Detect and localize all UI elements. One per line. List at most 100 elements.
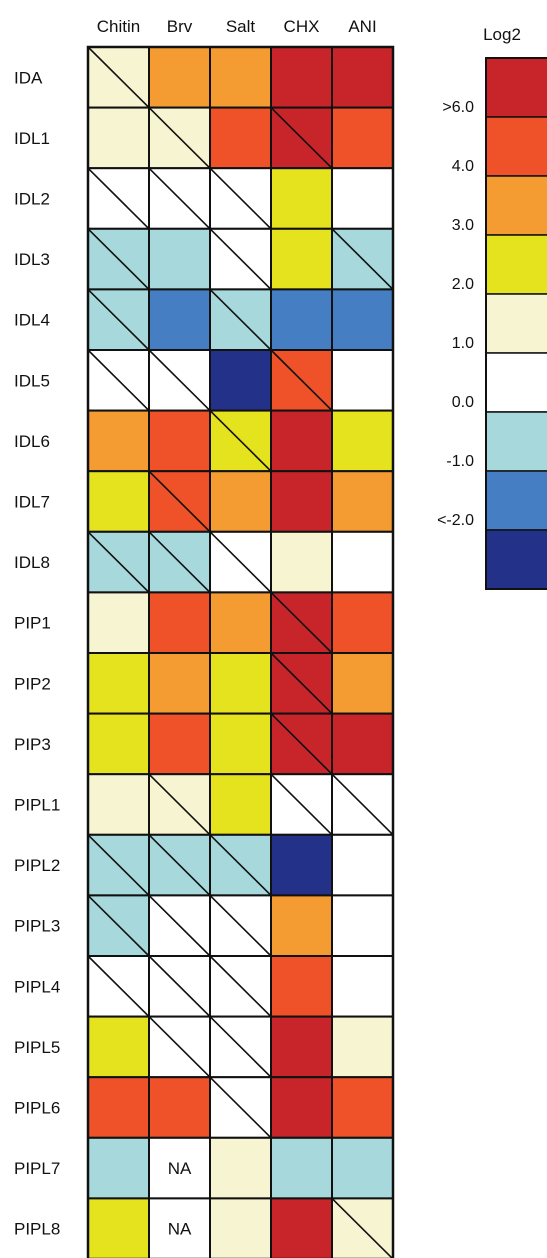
heatmap-cell bbox=[270, 409, 333, 473]
column-label: ANI bbox=[348, 17, 376, 36]
heatmap-cell bbox=[270, 1197, 333, 1258]
cell-diagonal-mark bbox=[270, 713, 333, 775]
legend-swatches bbox=[485, 57, 547, 590]
cell-diagonal-mark bbox=[87, 228, 150, 290]
row-label: IDL6 bbox=[14, 432, 50, 451]
legend-title: Log2 bbox=[483, 25, 521, 44]
heatmap-cell bbox=[209, 591, 272, 655]
heatmap-cell bbox=[331, 349, 394, 412]
heatmap-cell bbox=[270, 833, 333, 897]
cell-diagonal-mark bbox=[87, 531, 150, 593]
heatmap-cell bbox=[209, 106, 272, 170]
cell-diagonal-mark bbox=[209, 834, 272, 896]
heatmap-cell bbox=[270, 894, 333, 958]
cell-diagonal-mark bbox=[209, 288, 272, 351]
cell-diagonal-mark bbox=[209, 228, 272, 290]
heatmap-cell bbox=[87, 1076, 150, 1139]
cell-diagonal-mark bbox=[331, 228, 394, 290]
heatmap-cell bbox=[87, 591, 150, 655]
heatmap-cell bbox=[209, 1136, 272, 1200]
row-label: PIPL4 bbox=[14, 977, 60, 996]
heatmap-cell bbox=[331, 106, 394, 170]
heatmap-cell bbox=[148, 288, 211, 351]
heatmap-cell bbox=[87, 106, 150, 170]
row-label: IDA bbox=[14, 68, 43, 87]
cell-diagonal-mark bbox=[209, 531, 272, 593]
row-label: PIPL1 bbox=[14, 796, 60, 815]
heatmap-cell bbox=[331, 652, 394, 715]
heatmap-cell bbox=[87, 1015, 150, 1079]
legend-swatch bbox=[485, 293, 547, 354]
legend-swatch bbox=[485, 57, 547, 118]
cell-diagonal-mark bbox=[87, 46, 150, 109]
heatmap-cell bbox=[331, 530, 394, 594]
heatmap-cell bbox=[209, 712, 272, 776]
heatmap-cells: NA NA bbox=[86, 45, 395, 1258]
cell-diagonal-mark bbox=[148, 167, 211, 230]
heatmap-cell bbox=[270, 167, 333, 230]
heatmap-cell bbox=[148, 409, 211, 473]
cell-diagonal-mark bbox=[270, 591, 333, 654]
heatmap-cell bbox=[148, 652, 211, 715]
column-label: Salt bbox=[226, 17, 256, 36]
column-labels: Chitin Brv Salt CHX ANI bbox=[97, 17, 377, 36]
row-label: IDL3 bbox=[14, 250, 50, 269]
legend-tick-labels: >6.0 4.0 3.0 2.0 1.0 0.0 -1.0 <-2.0 bbox=[437, 99, 474, 529]
row-label: IDL7 bbox=[14, 493, 50, 512]
heatmap-cell bbox=[270, 288, 333, 351]
cell-diagonal-mark bbox=[148, 955, 211, 1018]
heatmap-cell bbox=[331, 894, 394, 958]
heatmap-cell bbox=[148, 712, 211, 776]
cell-diagonal-mark bbox=[87, 167, 150, 230]
cell-diagonal-mark bbox=[148, 107, 211, 169]
legend-swatch bbox=[485, 116, 547, 177]
cell-diagonal-mark bbox=[331, 1197, 394, 1258]
heatmap-cell bbox=[209, 46, 272, 109]
cell-diagonal-mark bbox=[87, 288, 150, 351]
heatmap-cell bbox=[331, 955, 394, 1018]
heatmap-cell bbox=[209, 349, 272, 412]
heatmap-cell bbox=[331, 288, 394, 351]
column-label: Brv bbox=[167, 17, 193, 36]
heatmap-cell bbox=[209, 1197, 272, 1258]
legend-swatch bbox=[485, 352, 547, 413]
legend-tick-label: 4.0 bbox=[452, 158, 474, 175]
cell-diagonal-mark bbox=[148, 894, 211, 957]
cell-diagonal-mark bbox=[270, 107, 333, 169]
row-label: IDL5 bbox=[14, 371, 50, 390]
legend-swatch bbox=[485, 470, 547, 531]
cell-diagonal-mark bbox=[270, 652, 333, 715]
heatmap-cell bbox=[148, 227, 211, 291]
legend-border bbox=[485, 57, 547, 590]
legend-tick-label: <-2.0 bbox=[437, 512, 474, 529]
row-label: IDL2 bbox=[14, 190, 50, 209]
row-label: PIPL7 bbox=[14, 1159, 60, 1178]
cell-diagonal-mark bbox=[270, 773, 333, 836]
cell-diagonal-mark bbox=[148, 349, 211, 412]
legend-tick-label: >6.0 bbox=[442, 99, 474, 116]
row-label: PIPL5 bbox=[14, 1038, 60, 1057]
row-label: PIP1 bbox=[14, 614, 51, 633]
heatmap-cell bbox=[270, 530, 333, 594]
column-label: CHX bbox=[284, 17, 320, 36]
heatmap-cell bbox=[148, 1076, 211, 1139]
heatmap-cell bbox=[87, 773, 150, 836]
heatmap-cell bbox=[148, 1136, 211, 1200]
cell-text: NA bbox=[168, 1220, 192, 1239]
cell-diagonal-mark bbox=[209, 1076, 272, 1139]
row-label: IDL1 bbox=[14, 129, 50, 148]
cell-diagonal-mark bbox=[87, 834, 150, 896]
row-label: PIPL8 bbox=[14, 1220, 60, 1239]
heatmap-cell bbox=[148, 46, 211, 109]
heatmap-cell bbox=[87, 409, 150, 473]
heatmap-cell bbox=[331, 712, 394, 776]
legend-swatch bbox=[485, 411, 547, 472]
legend-tick-label: -1.0 bbox=[446, 453, 474, 470]
heatmap-cell bbox=[209, 652, 272, 715]
heatmap-cell bbox=[270, 46, 333, 109]
heatmap-cell bbox=[87, 470, 150, 533]
color-legend: Log2 >6.0 4.0 3.0 2.0 1.0 0.0 -1.0 <-2.0 bbox=[437, 25, 547, 590]
heatmap-cell bbox=[331, 1076, 394, 1139]
heatmap-cell bbox=[209, 470, 272, 533]
